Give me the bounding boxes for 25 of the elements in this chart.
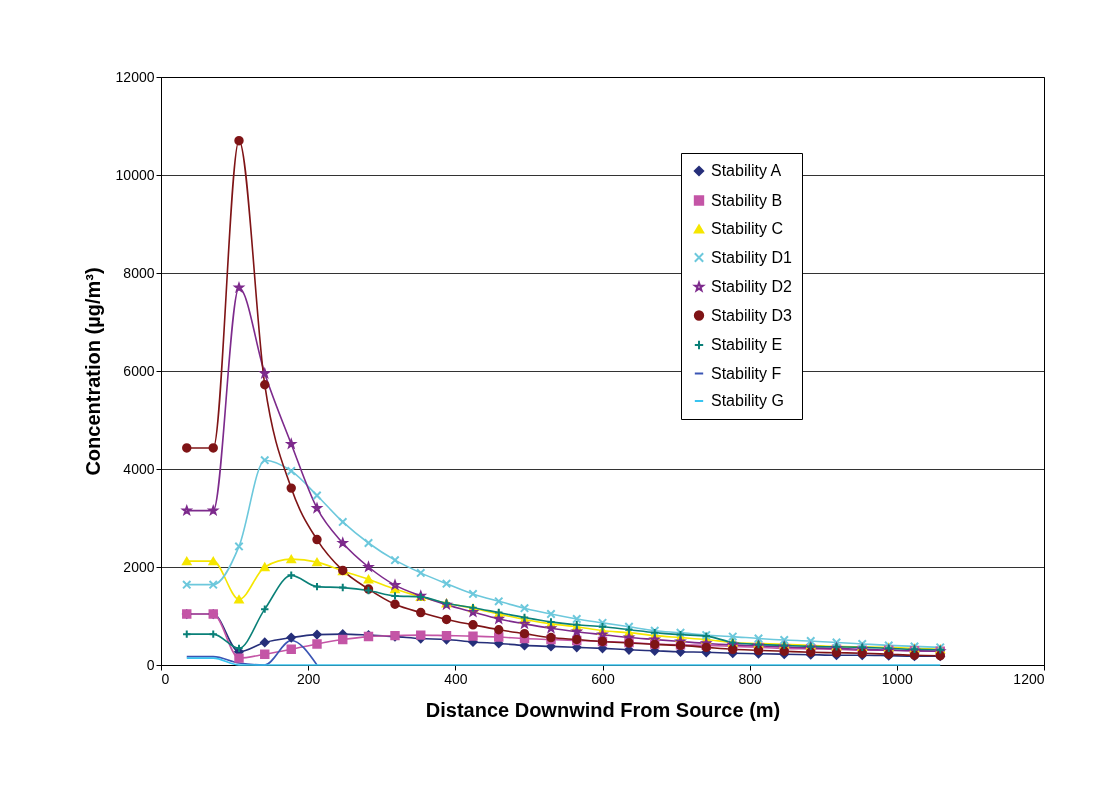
x-tick-label: 0 [161, 670, 170, 687]
x-tick-label: 1200 [1013, 670, 1045, 687]
legend-label: Stability D1 [711, 248, 793, 266]
legend-label: Stability B [711, 191, 783, 209]
legend-label: Stability D2 [711, 278, 793, 295]
y-tick-label: 2000 [123, 558, 155, 575]
legend-label: Stability C [711, 220, 784, 237]
y-axis-title: Concentration (µg/m³) [81, 267, 104, 476]
y-tick-label: 12000 [115, 68, 155, 85]
legend-label: Stability D3 [711, 306, 793, 324]
legend-label: Stability G [711, 392, 784, 409]
legend-label: Stability F [711, 364, 782, 382]
x-axis-title: Distance Downwind From Source (m) [425, 698, 781, 721]
x-tick-label: 400 [444, 670, 468, 687]
y-tick-label: 6000 [123, 362, 155, 379]
legend-label: Stability E [711, 336, 783, 353]
x-tick-label: 1000 [881, 670, 914, 687]
x-tick-label: 600 [591, 670, 615, 687]
y-tick-label: 4000 [123, 460, 155, 477]
y-tick-label: 10000 [115, 166, 155, 183]
y-tick-label: 0 [146, 656, 155, 673]
x-tick-label: 800 [738, 670, 763, 687]
x-tick-label: 200 [296, 670, 321, 687]
y-tick-label: 8000 [123, 264, 155, 281]
legend-label: Stability A [711, 162, 782, 179]
